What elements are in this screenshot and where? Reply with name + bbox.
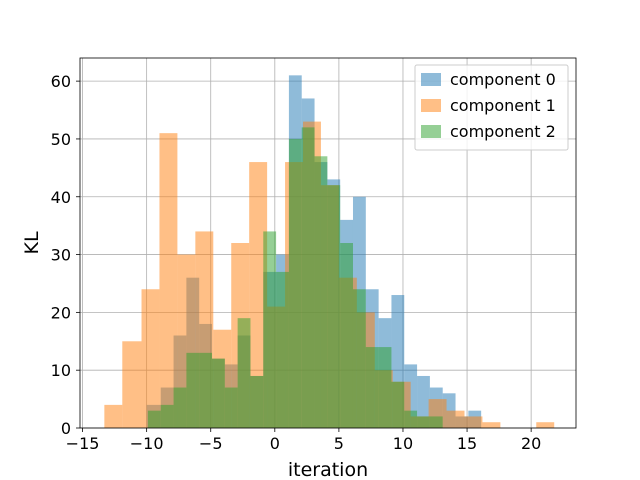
- x-tick-label: −15: [66, 434, 100, 453]
- histogram-bar: [378, 347, 392, 428]
- legend-label: component 0: [450, 70, 556, 89]
- histogram-bar: [122, 341, 142, 428]
- histogram-bar: [141, 289, 160, 428]
- histogram-bar: [250, 375, 264, 428]
- histogram-bar: [314, 156, 328, 428]
- histogram-bar: [212, 358, 225, 428]
- histogram-bar: [147, 410, 161, 428]
- histogram-bar: [340, 243, 353, 428]
- histogram-bar: [104, 404, 123, 428]
- x-axis-label: iteration: [288, 459, 368, 480]
- legend-swatch: [421, 125, 441, 138]
- histogram-bar: [365, 347, 379, 428]
- histogram-bar: [446, 410, 465, 428]
- histogram-bar: [482, 422, 501, 428]
- y-axis-ticks: 0 10 20 30 40 50 60: [51, 72, 80, 438]
- x-tick-label: 15: [457, 434, 477, 453]
- x-tick-label: 10: [393, 434, 413, 453]
- legend: component 0 component 1 component 2: [414, 64, 569, 151]
- histogram-bar: [199, 352, 213, 428]
- histogram-bar: [224, 387, 238, 428]
- x-tick-label: −5: [199, 434, 223, 453]
- histogram-bar: [464, 416, 483, 428]
- histogram-bar: [429, 416, 443, 428]
- legend-label: component 2: [450, 122, 556, 141]
- x-tick-label: 5: [334, 434, 344, 453]
- histogram-bar: [263, 231, 277, 428]
- y-tick-label: 50: [51, 130, 71, 149]
- histogram-bar: [301, 127, 315, 428]
- histogram-bar: [237, 318, 251, 428]
- y-tick-label: 20: [51, 303, 71, 322]
- legend-frame: [414, 64, 569, 151]
- histogram-bar: [352, 289, 366, 428]
- histogram-bar: [391, 381, 405, 428]
- histogram-bars: [104, 75, 555, 428]
- y-tick-label: 0: [61, 419, 71, 438]
- histogram-bar: [249, 162, 268, 428]
- x-tick-label: 20: [521, 434, 541, 453]
- histogram-bar: [186, 352, 200, 428]
- legend-label: component 1: [450, 96, 556, 115]
- histogram-bar: [327, 185, 341, 428]
- histogram-bar: [404, 410, 418, 428]
- y-axis-label: KL: [21, 231, 43, 254]
- histogram-bar: [417, 416, 430, 428]
- histogram-bar: [276, 271, 289, 428]
- histogram-bar: [159, 133, 178, 428]
- legend-swatch: [421, 99, 441, 112]
- y-tick-label: 40: [51, 188, 71, 207]
- series-2-bars: [147, 127, 443, 428]
- legend-swatch: [421, 73, 441, 86]
- x-tick-label: 0: [270, 434, 280, 453]
- y-tick-label: 10: [51, 361, 71, 380]
- histogram-bar: [173, 387, 187, 428]
- y-tick-label: 60: [51, 72, 71, 91]
- histogram-bar: [536, 422, 555, 428]
- histogram-bar: [160, 404, 174, 428]
- x-axis-ticks: −15 −10 −5 0 5 10 15 20: [66, 428, 541, 453]
- histogram-bar: [417, 375, 430, 428]
- plot-frame: [79, 57, 577, 429]
- x-tick-label: −10: [130, 434, 164, 453]
- y-tick-label: 30: [51, 246, 71, 265]
- histogram-bar: [288, 138, 302, 428]
